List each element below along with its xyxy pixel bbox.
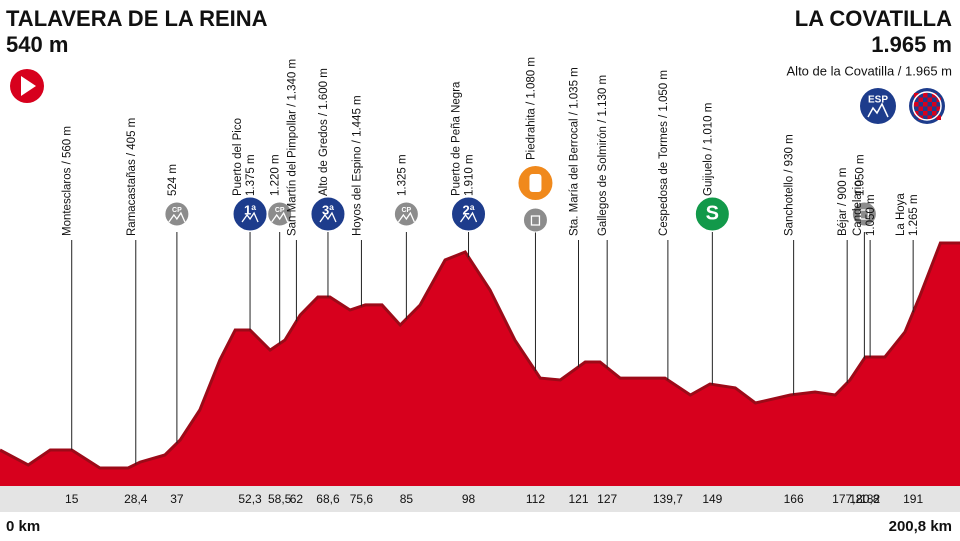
waypoint-label: Puerto de Peña Negra (451, 81, 463, 196)
waypoint-label: Alto de Gredos / 1.600 m (318, 68, 330, 196)
flag-square (923, 102, 928, 107)
flag-ring (912, 91, 942, 121)
waypoint-label: Gallegos de Solmirón / 1.130 m (597, 75, 609, 236)
badge-mountain (168, 211, 186, 223)
km-label: 191 (903, 492, 923, 506)
badge-mountain (271, 211, 289, 223)
finish-badge-text: ESP (868, 95, 888, 106)
km-label: 85 (400, 492, 414, 506)
waypoint-label: 1.220 m (270, 154, 282, 196)
km-label: 180,8 (849, 492, 879, 506)
profile-edge (0, 241, 960, 470)
km-label: 58,5 (268, 492, 292, 506)
km-label: 149 (702, 492, 722, 506)
km-label: 62 (290, 492, 304, 506)
start-name: TALAVERA DE LA REINA (6, 6, 268, 31)
badge-text: CP (172, 207, 182, 214)
km-label: 139,7 (653, 492, 683, 506)
start-altitude: 540 m (6, 32, 68, 57)
waypoint-badge (164, 201, 190, 227)
waypoint-label: Puerto del Pico (232, 118, 244, 196)
badge-mountain (459, 211, 478, 223)
waypoint-label: 1.050 m (854, 154, 866, 196)
flag-square (914, 111, 919, 116)
finish-altitude: 1.965 m (871, 32, 952, 57)
waypoint-label: 524 m (167, 164, 179, 196)
finish-km: 200,8 km (889, 518, 952, 535)
flag-square (923, 111, 928, 116)
waypoint-label: Sta. María del Berrocal / 1.035 m (569, 67, 581, 236)
finish-flag (909, 88, 945, 124)
waypoint-label: Hoyos del Espino / 1.445 m (351, 95, 363, 236)
waypoint-badge (851, 201, 877, 227)
waypoint-badge (694, 196, 730, 232)
km-label: 28,4 (124, 492, 148, 506)
km-band (0, 486, 960, 512)
badge-mountain (319, 211, 337, 223)
waypoint-badge (393, 201, 419, 227)
start-km: 0 km (6, 518, 40, 535)
km-label: 98 (462, 492, 476, 506)
flag-square (914, 102, 919, 107)
waypoint-label: Béjar / 900 m (837, 168, 849, 236)
waypoint-badge (310, 196, 346, 232)
flag-square (936, 115, 941, 120)
badge-text: CP (402, 207, 412, 214)
waypoint-label: 1.325 m (396, 154, 408, 196)
feed-bottle (529, 174, 542, 192)
flag-square (932, 93, 937, 98)
badge-mountain (241, 211, 259, 223)
flag-square (932, 102, 937, 107)
waypoint-badge (451, 196, 487, 232)
waypoint-label: Cespedosa de Tormes / 1.050 m (658, 70, 670, 236)
waypoint-badge (522, 207, 548, 233)
km-label: 127 (597, 492, 617, 506)
waypoint-label: Montesclaros / 560 m (62, 126, 74, 236)
start-icon (10, 69, 44, 103)
badge-text: CP (275, 207, 285, 214)
flag-square (932, 111, 937, 116)
km-label: 166 (784, 492, 804, 506)
km-label: 121 (568, 492, 588, 506)
flag-square (936, 106, 941, 111)
waypoint-label: 1.910 m (464, 154, 476, 196)
flag-square (923, 93, 928, 98)
flag-square (927, 115, 932, 120)
waypoint-label: Candelario (852, 180, 864, 236)
flag-square (927, 97, 932, 102)
km-label: 177,2 (832, 492, 862, 506)
finish-name: LA COVATILLA (795, 6, 952, 31)
km-label: 68,6 (316, 492, 340, 506)
flag-square (918, 97, 923, 102)
waypoint-label: Piedrahita / 1.080 m (525, 57, 537, 160)
badge-text: S (706, 202, 719, 224)
waypoint-badge (232, 196, 268, 232)
waypoint-label: San Martín del Pimpollar / 1.340 m (286, 59, 298, 236)
waypoint-label: 1.265 m (908, 194, 920, 236)
waypoint-label: Guijuelo / 1.010 m (702, 103, 714, 196)
waypoint-label: Ramacastañas / 405 m (126, 118, 138, 236)
waypoint-label: Sanchotello / 930 m (784, 134, 796, 236)
km-label: 112 (526, 492, 545, 506)
profile-area (0, 243, 960, 486)
bin-icon (530, 215, 541, 226)
finish-note: Alto de la Covatilla / 1.965 m (787, 63, 952, 78)
km-label: 37 (170, 492, 184, 506)
waypoint-label: La Hoya (895, 193, 907, 236)
flag-square (914, 93, 919, 98)
km-label: 52,3 (238, 492, 262, 506)
km-label: 75,6 (350, 492, 374, 506)
bin-icon (859, 209, 870, 220)
flag-square (927, 106, 932, 111)
finish-badge: ESP (860, 88, 896, 124)
km-label: 182 (860, 492, 880, 506)
waypoint-label: 1.050 m (865, 194, 877, 236)
badge-mountain (397, 211, 415, 223)
km-label: 15 (65, 492, 79, 506)
waypoint-label: 1.375 m (245, 154, 257, 196)
flag-square (918, 106, 923, 111)
